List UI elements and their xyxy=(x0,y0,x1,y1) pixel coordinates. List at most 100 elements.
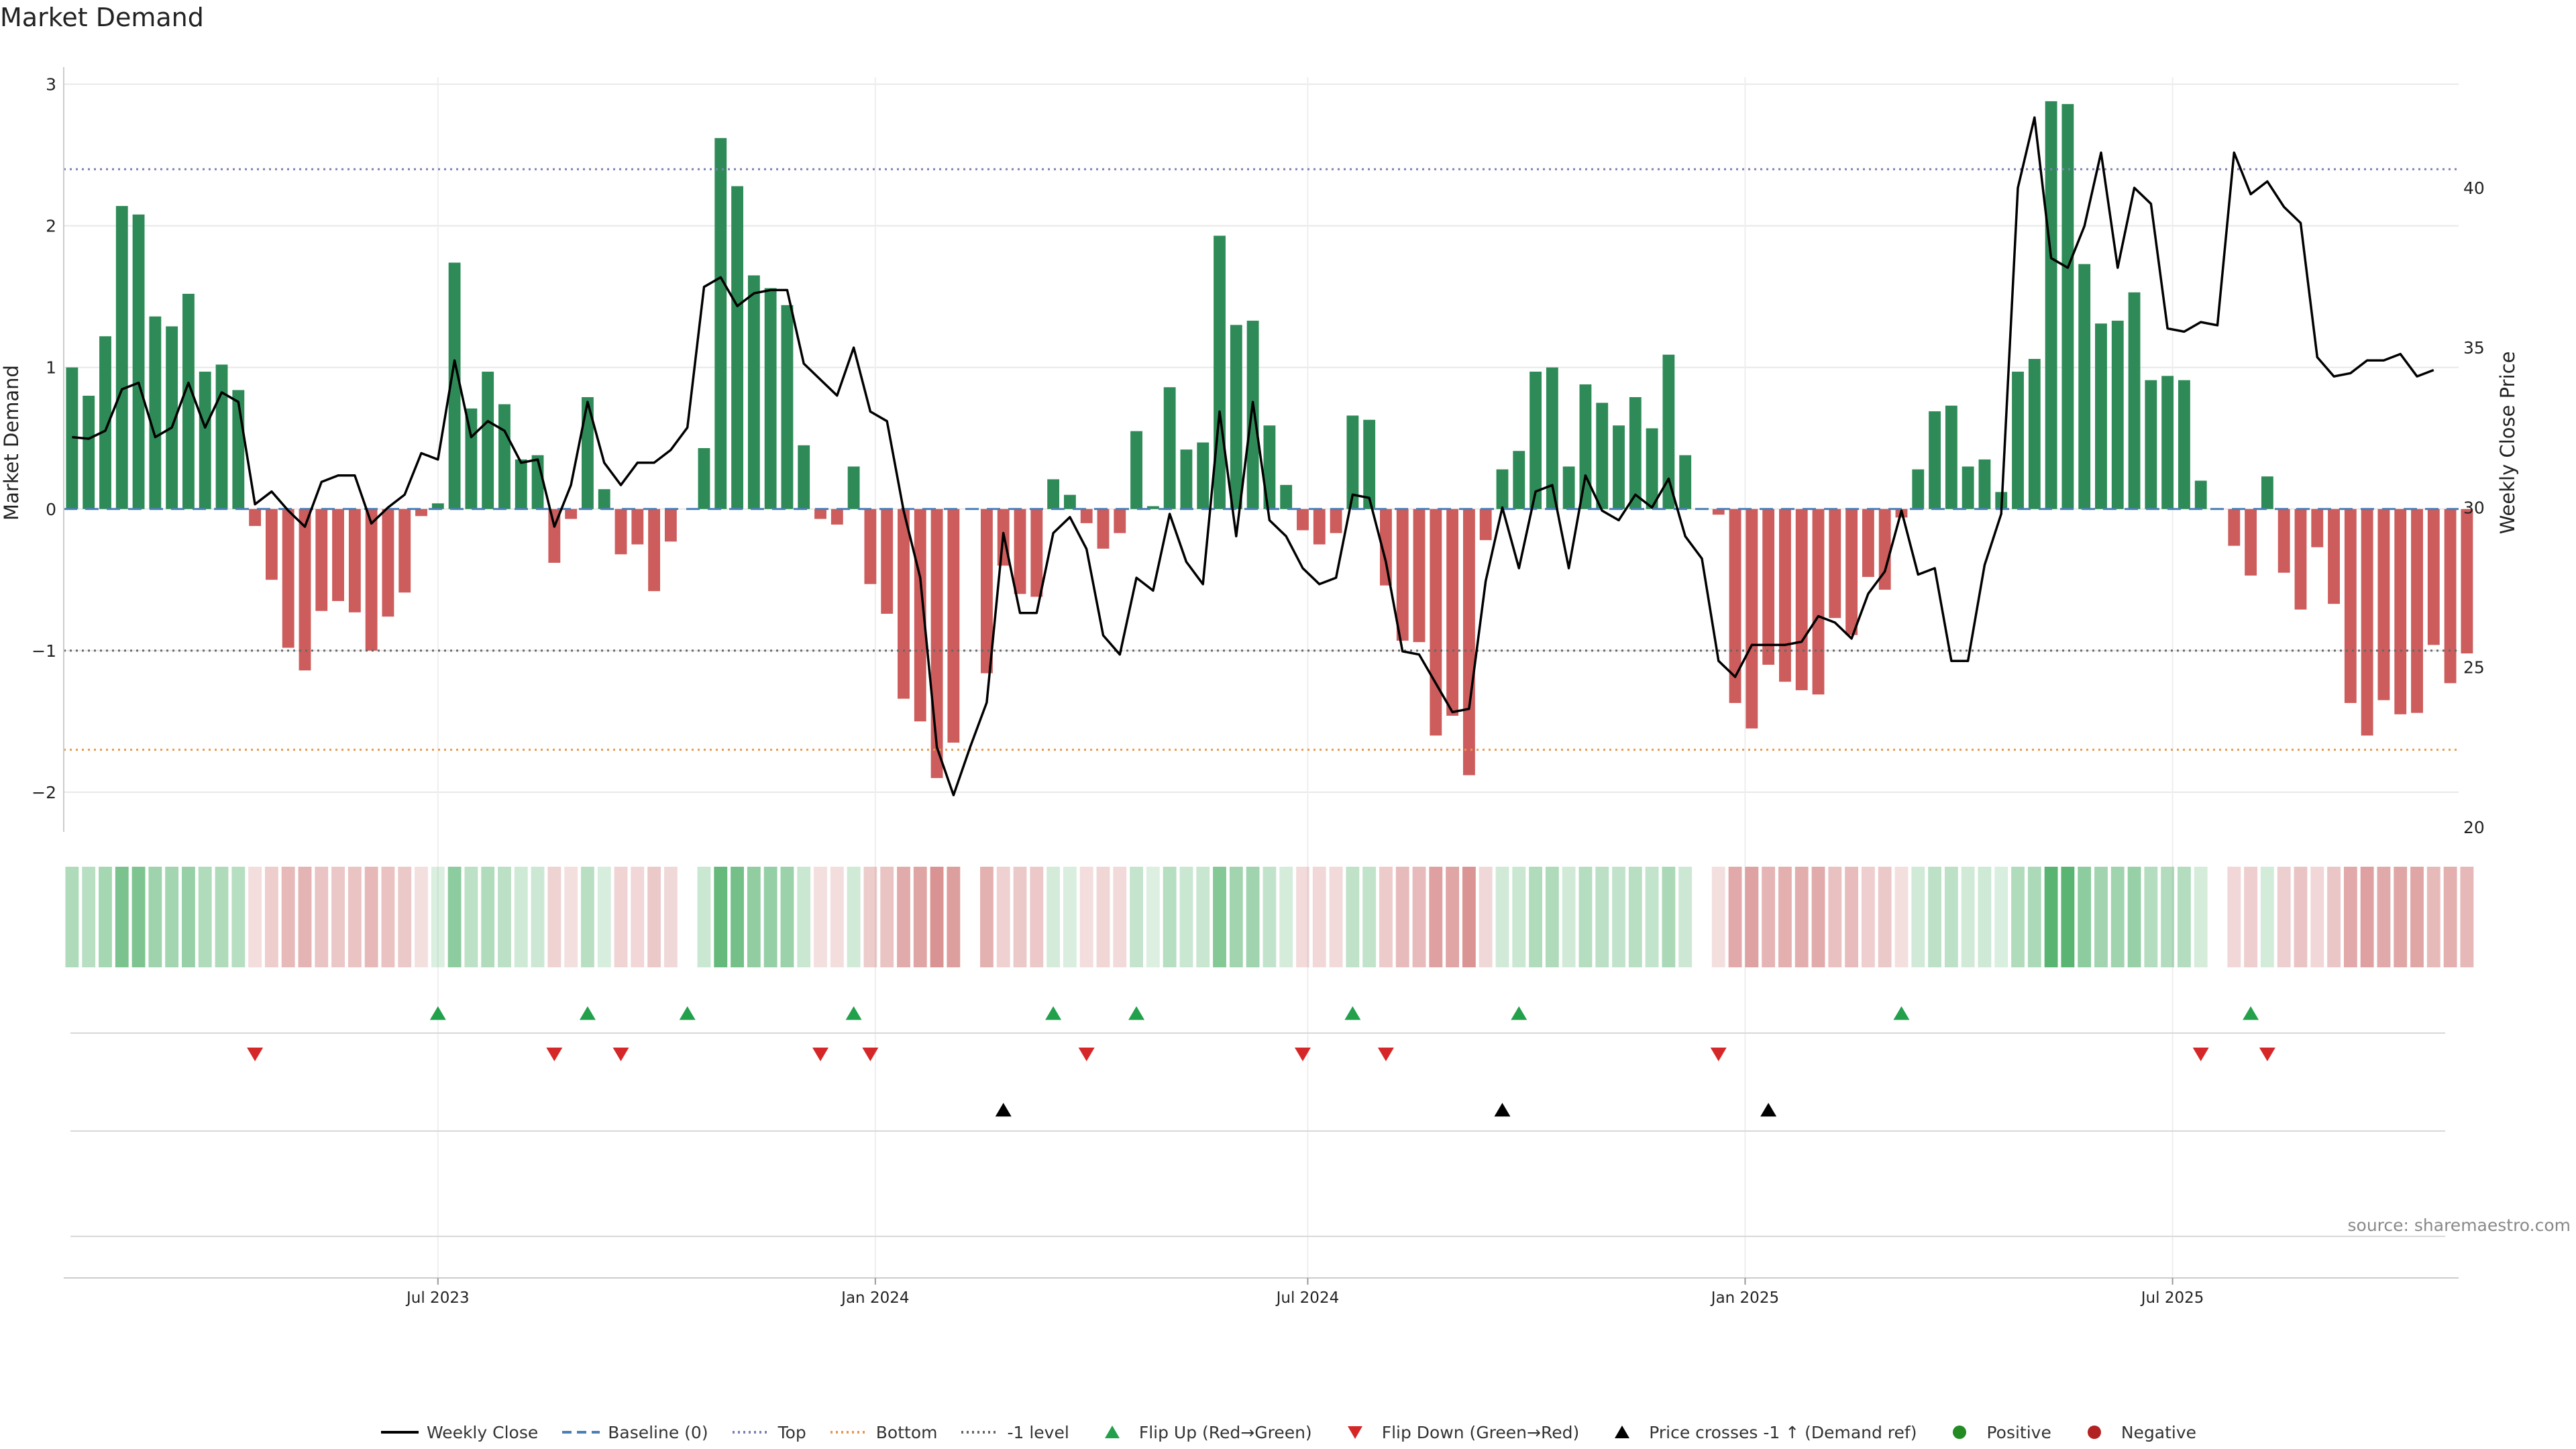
demand-bar xyxy=(598,489,610,509)
demand-bar xyxy=(315,508,328,611)
weekly-close-line xyxy=(72,116,2434,797)
intensity-cell xyxy=(1944,867,1958,967)
legend-item-weekly-close: Weekly Close xyxy=(380,1422,538,1442)
demand-bar xyxy=(1546,367,1558,509)
legend-swatch xyxy=(960,1422,1000,1442)
y-tick-label: 3 xyxy=(46,75,56,95)
intensity-cell xyxy=(148,867,162,967)
x-tick-label: Jul 2024 xyxy=(1275,1289,1340,1307)
intensity-cell xyxy=(1978,867,1992,967)
demand-bar xyxy=(1163,387,1176,509)
demand-bar xyxy=(731,186,743,509)
intensity-cell xyxy=(1329,867,1343,967)
flip-down-marker xyxy=(812,1047,829,1061)
intensity-cell xyxy=(1728,867,1742,967)
intensity-cell xyxy=(1828,867,1842,967)
intensity-cell xyxy=(1146,867,1160,967)
intensity-cell xyxy=(1545,867,1559,967)
demand-bar xyxy=(2277,508,2290,573)
demand-bar xyxy=(1529,372,1542,509)
demand-bar xyxy=(1130,431,1142,509)
intensity-cell xyxy=(1662,867,1676,967)
flip-up-marker xyxy=(679,1006,696,1020)
demand-bar xyxy=(830,508,843,525)
intensity-cell xyxy=(2443,867,2457,967)
demand-bar xyxy=(898,508,910,699)
intensity-cell xyxy=(2027,867,2041,967)
demand-bar xyxy=(265,508,278,580)
legend-item-baseline: Baseline (0) xyxy=(561,1422,708,1442)
intensity-cell xyxy=(1312,867,1326,967)
demand-bar xyxy=(864,508,877,584)
legend-item-positive-dot: Positive xyxy=(1939,1422,2051,1442)
intensity-cell xyxy=(1379,867,1393,967)
intensity-cell xyxy=(980,867,994,967)
intensity-cell xyxy=(2294,867,2308,967)
intensity-cell xyxy=(1096,867,1110,967)
legend-swatch xyxy=(731,1422,771,1442)
demand-bar xyxy=(1929,411,1941,509)
demand-bar xyxy=(2294,508,2307,610)
intensity-cell xyxy=(1845,867,1859,967)
intensity-cell xyxy=(1196,867,1210,967)
demand-bar xyxy=(648,508,661,592)
demand-bar xyxy=(482,372,494,509)
y2-tick-label: 20 xyxy=(2463,818,2485,837)
demand-bar xyxy=(1080,508,1093,523)
demand-bar xyxy=(2078,264,2091,509)
intensity-cell xyxy=(1612,867,1625,967)
legend-swatch xyxy=(1602,1422,1642,1442)
flip-down-marker xyxy=(247,1047,264,1061)
demand-bar xyxy=(1912,469,1925,509)
demand-bar xyxy=(881,508,894,614)
demand-bar xyxy=(1496,469,1509,509)
intensity-cell xyxy=(647,867,661,967)
demand-bar xyxy=(1246,321,1259,509)
demand-bar xyxy=(1146,506,1159,509)
legend-swatch xyxy=(1939,1422,1980,1442)
y-tick-label: 2 xyxy=(46,217,56,236)
x-tick-label: Jan 2025 xyxy=(1710,1289,1779,1307)
demand-bar xyxy=(981,508,993,674)
demand-bar xyxy=(199,372,211,509)
demand-bar xyxy=(1263,425,1276,509)
intensity-cell xyxy=(2394,867,2408,967)
demand-bar xyxy=(664,508,677,542)
intensity-cell xyxy=(248,867,262,967)
intensity-cell xyxy=(1462,867,1476,967)
intensity-cell xyxy=(2460,867,2474,967)
intensity-cell xyxy=(447,867,462,967)
intensity-cell xyxy=(398,867,412,967)
flip-up-marker xyxy=(1344,1006,1361,1020)
intensity-cell xyxy=(1296,867,1309,967)
demand-bar xyxy=(2111,321,2124,509)
intensity-cell xyxy=(182,867,195,967)
intensity-cell xyxy=(780,867,794,967)
demand-bar xyxy=(1363,419,1376,509)
demand-bar xyxy=(215,364,228,509)
intensity-cell xyxy=(131,867,146,967)
intensity-cell xyxy=(2343,867,2357,967)
intensity-cell xyxy=(2194,867,2208,967)
demand-bar xyxy=(365,508,378,651)
demand-bar xyxy=(1380,508,1392,586)
intensity-cell xyxy=(1395,867,1409,967)
intensity-cell xyxy=(2094,867,2108,967)
intensity-cell xyxy=(315,867,329,967)
intensity-cell xyxy=(1495,867,1509,967)
intensity-cell xyxy=(2410,867,2424,967)
intensity-cell xyxy=(1811,867,1825,967)
intensity-cell xyxy=(331,867,345,967)
intensity-cell xyxy=(347,867,362,967)
flip-up-marker xyxy=(1511,1006,1527,1020)
demand-bar xyxy=(498,404,511,509)
demand-bar xyxy=(2161,376,2174,509)
demand-bar xyxy=(1297,508,1309,531)
intensity-cell xyxy=(1762,867,1776,967)
demand-bar xyxy=(582,397,594,509)
gridlines xyxy=(64,77,2459,1278)
demand-bar xyxy=(565,508,578,519)
intensity-cell xyxy=(165,867,179,967)
flip-down-marker xyxy=(1294,1047,1311,1061)
demand-bar xyxy=(764,288,777,509)
